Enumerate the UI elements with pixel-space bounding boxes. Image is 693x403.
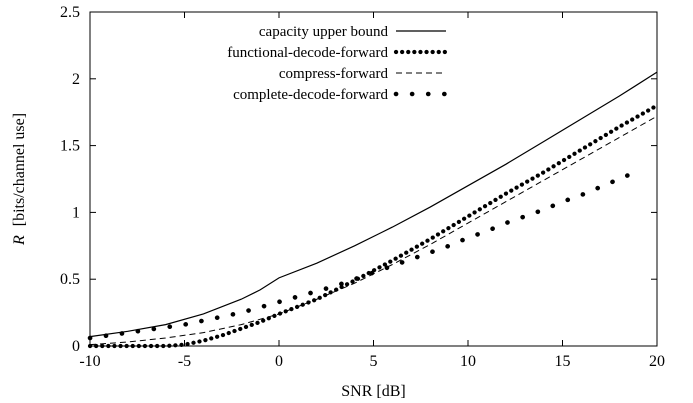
- series-line-compress-forward: [89, 115, 658, 346]
- x-tick-label: -5: [178, 353, 191, 370]
- legend-label: compress-forward: [279, 66, 389, 82]
- legend-label: complete-decode-forward: [233, 87, 388, 103]
- y-axis-symbol: R: [11, 235, 28, 246]
- axes-frame: [89, 11, 658, 347]
- y-tick-label: 2.5: [60, 4, 80, 21]
- x-tick-label: -10: [79, 353, 100, 370]
- series-line-capacity-upper-bound: [89, 71, 658, 338]
- series-line-functional-decode-forward: [87, 103, 660, 349]
- plot-area: [87, 71, 660, 349]
- legend-label: functional-decode-forward: [227, 45, 388, 61]
- y-tick-label: 2: [72, 71, 80, 88]
- y-tick-label: 1.5: [60, 138, 80, 155]
- y-tick-label: 0.5: [60, 271, 80, 288]
- legend-label: capacity upper bound: [259, 24, 389, 40]
- x-tick-label: 20: [649, 353, 665, 370]
- x-tick-label: 10: [460, 353, 476, 370]
- x-axis-title: SNR [dB]: [341, 383, 405, 400]
- x-tick-label: 0: [275, 353, 283, 370]
- legend: capacity upper bound functional-decode-fo…: [227, 24, 449, 103]
- y-tick-label: 1: [72, 204, 80, 221]
- series-line-complete-decode-forward: [87, 168, 641, 341]
- y-axis-title: R [bits/channel use]: [11, 113, 28, 246]
- x-tick-label: 5: [370, 353, 378, 370]
- plot-frame: [89, 11, 658, 347]
- y-axis-unit: [bits/channel use]: [11, 113, 28, 226]
- x-tick-label: 15: [555, 353, 571, 370]
- y-tick-label: 0: [72, 338, 80, 355]
- axis-ticks: -10 -5 0 5 10 15 20 0 0.5 1 1.5 2 2.5: [60, 4, 665, 370]
